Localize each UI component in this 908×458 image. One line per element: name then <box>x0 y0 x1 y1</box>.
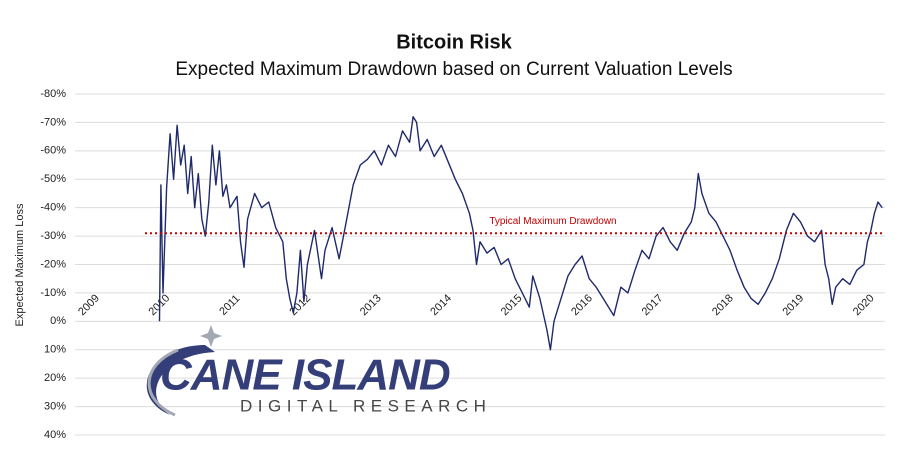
y-tick-label: 10% <box>44 344 66 356</box>
chart-subtitle: Expected Maximum Drawdown based on Curre… <box>175 59 732 80</box>
logo: CANE ISLAND DIGITAL RESEARCH <box>146 325 491 417</box>
y-tick-label: 20% <box>44 372 66 384</box>
y-tick-label: 40% <box>44 429 66 441</box>
chart-title: Bitcoin Risk <box>396 31 512 53</box>
y-tick-label: 30% <box>44 400 66 412</box>
x-tick-label: 2014 <box>428 292 454 318</box>
x-tick-label: 2009 <box>76 292 102 318</box>
x-tick-label: 2019 <box>780 292 806 318</box>
logo-swoosh <box>146 345 215 415</box>
x-tick-label: 2020 <box>851 292 877 318</box>
y-tick-label: -70% <box>40 116 66 128</box>
y-tick-label: -80% <box>40 88 66 100</box>
y-tick-label: 0% <box>50 315 66 327</box>
logo-tagline: DIGITAL RESEARCH <box>240 396 491 415</box>
x-tick-label: 2013 <box>358 292 384 318</box>
y-axis-label: Expected Maximum Loss <box>14 203 26 326</box>
reference-label: Typical Maximum Drawdown <box>489 216 616 227</box>
data-line <box>158 116 883 351</box>
y-tick-label: -30% <box>40 230 66 242</box>
y-tick-label: -20% <box>40 258 66 270</box>
x-tick-label: 2017 <box>640 292 666 318</box>
y-tick-label: -50% <box>40 173 66 185</box>
logo-star <box>200 325 222 347</box>
x-tick-label: 2011 <box>217 293 242 318</box>
x-tick-label: 2015 <box>499 292 525 318</box>
y-tick-label: -10% <box>40 287 66 299</box>
plot: Typical Maximum Drawdown <box>145 116 885 351</box>
logo-swoosh <box>147 348 179 417</box>
y-tick-label: -60% <box>40 145 66 157</box>
logo-name: CANE ISLAND <box>160 351 450 400</box>
x-tick-label: 2018 <box>710 292 736 318</box>
x-tick-label: 2016 <box>569 292 595 318</box>
y-tick-label: -40% <box>40 202 66 214</box>
